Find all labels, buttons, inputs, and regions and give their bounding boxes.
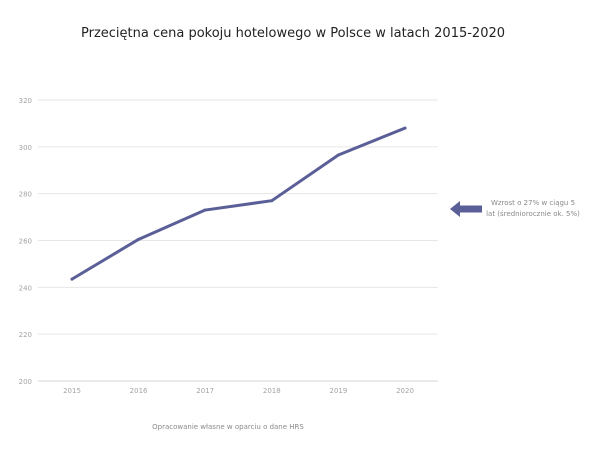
y-tick-label: 200: [19, 378, 32, 386]
x-axis-ticks: 2015 2016 2017 2018 2019 2020: [63, 387, 414, 395]
y-tick-label: 280: [19, 191, 32, 199]
chart-title: Przeciętna cena pokoju hotelowego w Pols…: [81, 26, 505, 41]
data-point: [137, 237, 141, 241]
data-point: [403, 126, 407, 130]
data-point: [203, 208, 207, 212]
x-tick-label: 2016: [130, 387, 148, 395]
annotation-line-2: lat (średniorocznie ok. 5%): [486, 210, 580, 218]
y-tick-label: 320: [19, 97, 32, 105]
y-tick-label: 300: [19, 144, 32, 152]
x-tick-label: 2017: [196, 387, 214, 395]
x-tick-label: 2015: [63, 387, 81, 395]
series-line: [70, 126, 407, 281]
series-layer: [70, 126, 407, 281]
arrow-left-icon: [450, 201, 482, 217]
y-tick-label: 260: [19, 238, 32, 246]
x-tick-label: 2019: [329, 387, 347, 395]
source-note: Opracowanie własne w oparciu o dane HRS: [152, 423, 304, 431]
y-tick-label: 240: [19, 284, 32, 292]
x-tick-label: 2018: [263, 387, 281, 395]
y-axis-ticks: 200 220 240 260 280 300 320: [19, 97, 32, 386]
annotation-line-1: Wzrost o 27% w ciągu 5: [491, 199, 575, 207]
grid-lines: [38, 99, 438, 382]
data-point: [70, 277, 74, 281]
data-point: [270, 199, 274, 203]
y-tick-label: 220: [19, 331, 32, 339]
data-point: [336, 153, 340, 157]
x-tick-label: 2020: [396, 387, 414, 395]
annotation: Wzrost o 27% w ciągu 5 lat (średnioroczn…: [450, 199, 580, 218]
